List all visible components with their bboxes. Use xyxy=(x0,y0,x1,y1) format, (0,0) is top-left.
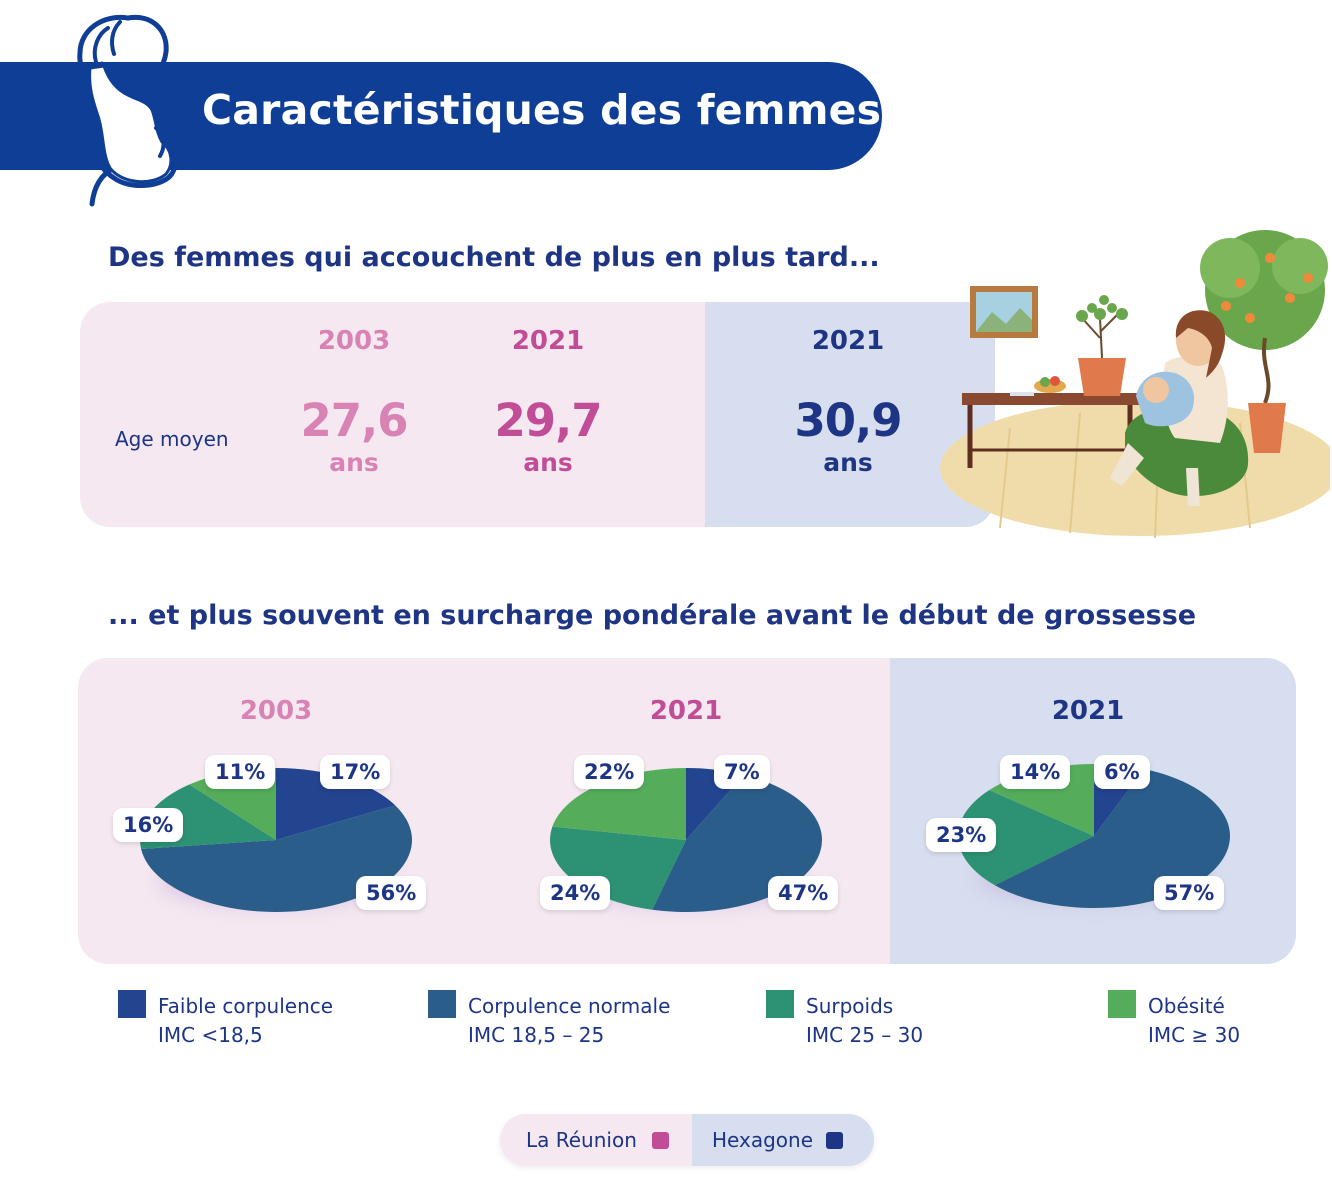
age-value: 29,7 xyxy=(494,394,602,447)
pie-year-label: 2021 xyxy=(649,696,723,726)
region-legend-hexagone-bg xyxy=(692,1114,874,1166)
pie-data-label: 14% xyxy=(1000,755,1071,789)
legend-label: Corpulence normale xyxy=(468,994,671,1018)
pie-data-label: 11% xyxy=(205,755,276,789)
pie-data-label: 56% xyxy=(356,876,427,910)
row-label-age: Age moyen xyxy=(115,427,229,451)
pie-data-label: 17% xyxy=(320,755,391,789)
pie-data-label: 23% xyxy=(926,818,997,852)
region-swatch-hexagone xyxy=(826,1132,843,1149)
legend-label: Obésité xyxy=(1148,994,1225,1018)
year-label: 2021 xyxy=(811,326,885,356)
pie-data-label: 7% xyxy=(714,755,770,789)
section-title-age: Des femmes qui accouchent de plus en plu… xyxy=(108,242,880,273)
legend-item-obesite: Obésité IMC ≥ 30 xyxy=(1148,992,1240,1050)
region-swatch-reunion xyxy=(652,1132,669,1149)
pie-year-label: 2021 xyxy=(1051,696,1125,726)
year-label: 2021 xyxy=(511,326,585,356)
pie-data-label: 47% xyxy=(768,876,839,910)
section-title-weight: ... et plus souvent en surcharge pondéra… xyxy=(108,600,1197,631)
year-label: 2003 xyxy=(317,326,391,356)
legend-sub: IMC 25 – 30 xyxy=(806,1023,924,1047)
legend-swatch-faible xyxy=(118,990,146,1018)
legend-swatch-normale xyxy=(428,990,456,1018)
age-panel xyxy=(80,302,995,527)
pregnant-woman-icon xyxy=(77,14,178,207)
pie-data-label: 24% xyxy=(540,876,611,910)
legend-item-normale: Corpulence normale IMC 18,5 – 25 xyxy=(468,992,670,1050)
legend-item-surpoids: Surpoids IMC 25 – 30 xyxy=(806,992,923,1050)
pie-data-label: 57% xyxy=(1154,876,1225,910)
age-unit: ans xyxy=(329,448,379,477)
region-label-reunion: La Réunion xyxy=(526,1128,637,1152)
legend-item-faible: Faible corpulence IMC <18,5 xyxy=(158,992,333,1050)
hexagone-panel xyxy=(705,302,995,527)
page-title: Caractéristiques des femmes xyxy=(202,86,882,134)
pie-data-label: 22% xyxy=(574,755,645,789)
legend-swatch-obesite xyxy=(1108,990,1136,1018)
legend-sub: IMC ≥ 30 xyxy=(1148,1023,1241,1047)
legend-swatch-surpoids xyxy=(766,990,794,1018)
region-legend: La Réunion Hexagone xyxy=(500,1114,874,1166)
age-value: 30,9 xyxy=(794,394,902,447)
legend-label: Surpoids xyxy=(806,994,894,1018)
age-unit: ans xyxy=(823,448,873,477)
pie-data-label: 6% xyxy=(1094,755,1150,789)
legend-sub: IMC <18,5 xyxy=(158,1023,263,1047)
pie-data-label: 16% xyxy=(113,808,184,842)
legend-label: Faible corpulence xyxy=(158,994,334,1018)
age-value: 27,6 xyxy=(300,394,408,447)
region-label-hexagone: Hexagone xyxy=(712,1128,813,1152)
legend-sub: IMC 18,5 – 25 xyxy=(468,1023,605,1047)
age-unit: ans xyxy=(523,448,573,477)
pie-year-label: 2003 xyxy=(239,696,313,726)
breastfeeding-mother-illustration xyxy=(940,230,1330,539)
